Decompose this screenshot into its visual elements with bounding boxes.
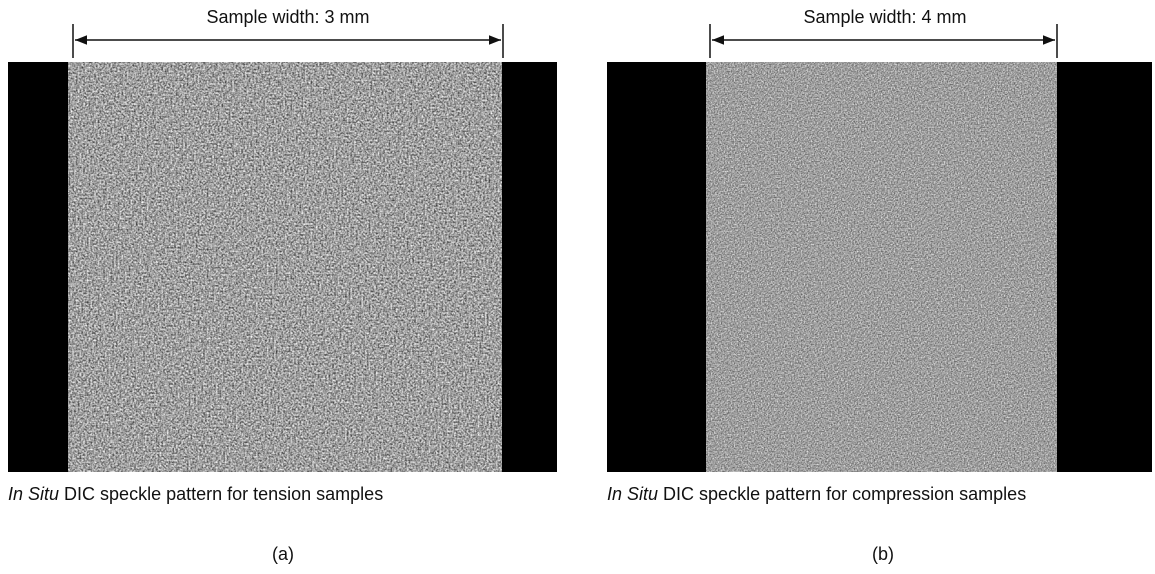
panel-b: Sample width: 4 mm In Situ DIC speckle p… (607, 7, 1152, 564)
caption: In Situ DIC speckle pattern for compress… (607, 484, 1026, 504)
width-label: Sample width: 3 mm (206, 7, 369, 27)
panel-label: (b) (872, 544, 894, 564)
caption-italic: In Situ (607, 484, 658, 504)
caption-italic: In Situ (8, 484, 59, 504)
width-label: Sample width: 4 mm (803, 7, 966, 27)
caption-text: DIC speckle pattern for compression samp… (663, 484, 1026, 504)
panel-a: Sample width: 3 mm In Situ DIC speckle p… (8, 7, 557, 564)
caption-text: DIC speckle pattern for tension samples (64, 484, 383, 504)
caption: In Situ DIC speckle pattern for tension … (8, 484, 383, 504)
speckle-image (706, 62, 1057, 472)
panel-label: (a) (272, 544, 294, 564)
speckle-image (68, 62, 502, 472)
